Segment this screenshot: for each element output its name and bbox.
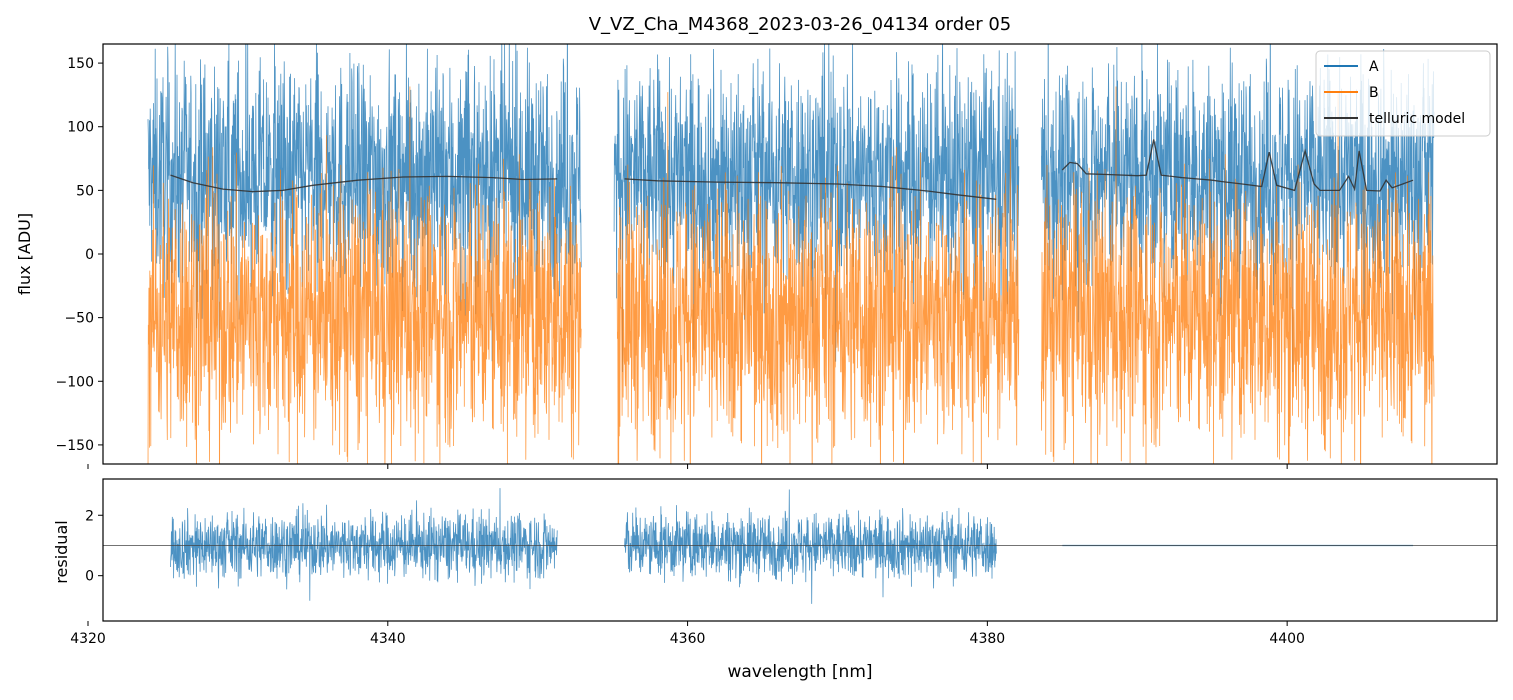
residual-segment-1: [170, 488, 558, 601]
top-plot-area: 150 100 50 0 −50 −100 −150 flux [ADU]: [15, 43, 1498, 469]
x-tick-label: 4360: [670, 631, 706, 647]
residual-segment-2: [624, 489, 997, 604]
top-y-tick-label: −50: [64, 311, 94, 327]
top-y-tick-label: 0: [85, 247, 94, 263]
top-y-tick-label: −150: [56, 438, 94, 454]
bottom-y-tick-label: 2: [85, 508, 94, 524]
legend-label-a: A: [1369, 59, 1379, 75]
legend-label-telluric: telluric model: [1369, 111, 1465, 127]
x-tick-label: 4340: [370, 631, 406, 647]
top-y-axis-label: flux [ADU]: [15, 213, 34, 295]
series-b-segment-3: [1040, 86, 1435, 464]
series-a-segment-3: [1040, 44, 1435, 373]
chart-title: V_VZ_Cha_M4368_2023-03-26_04134 order 05: [589, 14, 1012, 35]
x-tick-label: 4400: [1269, 631, 1305, 647]
x-tick-label: 4320: [70, 631, 106, 647]
series-b-segment-2: [616, 92, 1020, 464]
legend-box: [1315, 50, 1491, 137]
legend-label-b: B: [1369, 85, 1379, 101]
top-y-tick-label: 50: [76, 183, 94, 199]
legend: A B telluric model: [1315, 50, 1491, 137]
top-y-tick-label: 100: [67, 120, 94, 136]
series-b-segment-1: [147, 86, 582, 464]
x-tick-label: 4380: [970, 631, 1006, 647]
bottom-y-axis-label: residual: [52, 520, 71, 583]
series-a-segment-1: [147, 44, 582, 362]
bottom-y-tick-label: 0: [85, 569, 94, 585]
series-telluric-model-line: [170, 139, 1414, 200]
top-y-tick-label: −100: [56, 374, 94, 390]
x-axis-label: wavelength [nm]: [727, 662, 872, 682]
bottom-axes-frame: [102, 478, 1498, 622]
bottom-plot-area: 2 0 4320 4340 4360 4380 4400 residual wavelen…: [52, 478, 1498, 682]
top-y-tick-label: 150: [67, 56, 94, 72]
